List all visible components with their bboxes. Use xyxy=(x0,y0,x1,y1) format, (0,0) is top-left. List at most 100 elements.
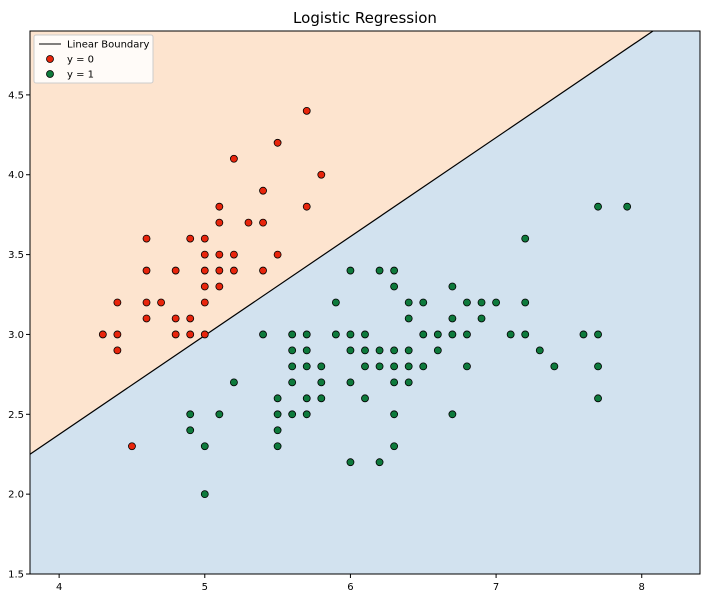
point-y1 xyxy=(448,314,457,323)
point-y0 xyxy=(215,282,224,291)
point-y1 xyxy=(404,346,413,355)
point-y1 xyxy=(506,330,515,339)
boundary-layer xyxy=(30,31,655,455)
y-tick-label: 1.5 xyxy=(8,570,24,581)
point-y1 xyxy=(346,330,355,339)
point-y1 xyxy=(361,330,369,339)
point-y0 xyxy=(142,234,151,243)
plot-area xyxy=(29,30,701,575)
point-y0 xyxy=(230,250,238,259)
point-y1 xyxy=(404,298,413,307)
point-y1 xyxy=(361,394,369,403)
point-y1 xyxy=(463,298,471,307)
point-y0 xyxy=(142,314,151,323)
point-y1 xyxy=(535,346,544,355)
point-y1 xyxy=(302,346,311,355)
x-axis: 4 5 6 7 8 xyxy=(56,574,645,593)
point-y1 xyxy=(317,394,326,403)
point-y1 xyxy=(346,458,355,467)
point-y1 xyxy=(594,330,602,339)
x-tick-label: 7 xyxy=(493,582,499,593)
point-y0 xyxy=(171,266,180,275)
point-y1 xyxy=(317,362,326,371)
point-y1 xyxy=(375,458,384,467)
legend-y0-label: y = 0 xyxy=(67,55,94,66)
point-y1 xyxy=(390,410,399,419)
point-y1 xyxy=(404,362,413,371)
points-layer xyxy=(98,106,632,499)
point-y1 xyxy=(521,234,530,243)
point-y1 xyxy=(623,202,632,211)
legend-marker-y0 xyxy=(46,55,54,63)
point-y0 xyxy=(200,250,209,259)
point-y1 xyxy=(433,330,442,339)
point-y1 xyxy=(463,362,471,371)
point-y1 xyxy=(477,298,486,307)
point-y1 xyxy=(186,410,195,419)
point-y1 xyxy=(375,266,384,275)
point-y1 xyxy=(259,330,267,339)
point-y1 xyxy=(375,362,384,371)
point-y1 xyxy=(346,346,355,355)
point-y0 xyxy=(186,314,195,323)
point-y1 xyxy=(273,410,282,419)
point-y1 xyxy=(390,346,399,355)
y-tick-label: 2.5 xyxy=(8,410,24,421)
point-y1 xyxy=(594,362,602,371)
y-tick-label: 3.0 xyxy=(8,330,24,341)
point-y0 xyxy=(142,266,151,275)
point-y1 xyxy=(390,362,399,371)
point-y0 xyxy=(273,138,282,147)
point-y1 xyxy=(390,378,399,387)
point-y1 xyxy=(463,330,471,339)
point-y1 xyxy=(390,266,399,275)
x-tick-label: 8 xyxy=(639,582,645,593)
point-y0 xyxy=(98,330,107,339)
point-y1 xyxy=(419,362,428,371)
point-y0 xyxy=(259,218,267,227)
point-y0 xyxy=(200,234,209,243)
y-tick-label: 2.0 xyxy=(8,490,24,501)
point-y1 xyxy=(492,298,500,307)
point-y1 xyxy=(273,442,282,451)
point-y1 xyxy=(419,330,428,339)
chart-title: Logistic Regression xyxy=(293,9,437,27)
point-y1 xyxy=(331,298,340,307)
point-y1 xyxy=(288,362,297,371)
point-y1 xyxy=(594,202,602,211)
point-y1 xyxy=(200,490,209,499)
point-y1 xyxy=(331,330,340,339)
point-y1 xyxy=(302,330,311,339)
point-y1 xyxy=(419,298,428,307)
point-y0 xyxy=(186,330,195,339)
point-y1 xyxy=(317,378,326,387)
point-y0 xyxy=(215,218,224,227)
point-y1 xyxy=(273,394,282,403)
y-tick-label: 4.0 xyxy=(8,170,24,181)
plot-frame xyxy=(29,30,701,575)
point-y1 xyxy=(346,378,355,387)
point-y1 xyxy=(361,362,369,371)
point-y1 xyxy=(288,330,297,339)
point-y0 xyxy=(200,330,209,339)
point-y0 xyxy=(128,442,136,451)
point-y0 xyxy=(113,346,122,355)
legend-boundary-label: Linear Boundary xyxy=(67,40,149,51)
point-y0 xyxy=(171,330,180,339)
point-y1 xyxy=(361,346,369,355)
point-y1 xyxy=(390,282,399,291)
point-y0 xyxy=(215,266,224,275)
x-tick-label: 4 xyxy=(56,582,62,593)
point-y1 xyxy=(594,394,602,403)
point-y1 xyxy=(550,362,559,371)
point-y1 xyxy=(521,330,530,339)
point-y1 xyxy=(390,442,399,451)
point-y1 xyxy=(288,378,297,387)
point-y1 xyxy=(404,314,413,323)
point-y1 xyxy=(375,346,384,355)
point-y0 xyxy=(302,106,311,115)
legend: Linear Boundary y = 0 y = 1 xyxy=(33,34,154,84)
x-tick-label: 6 xyxy=(347,582,353,593)
point-y0 xyxy=(200,298,209,307)
point-y0 xyxy=(230,154,238,163)
